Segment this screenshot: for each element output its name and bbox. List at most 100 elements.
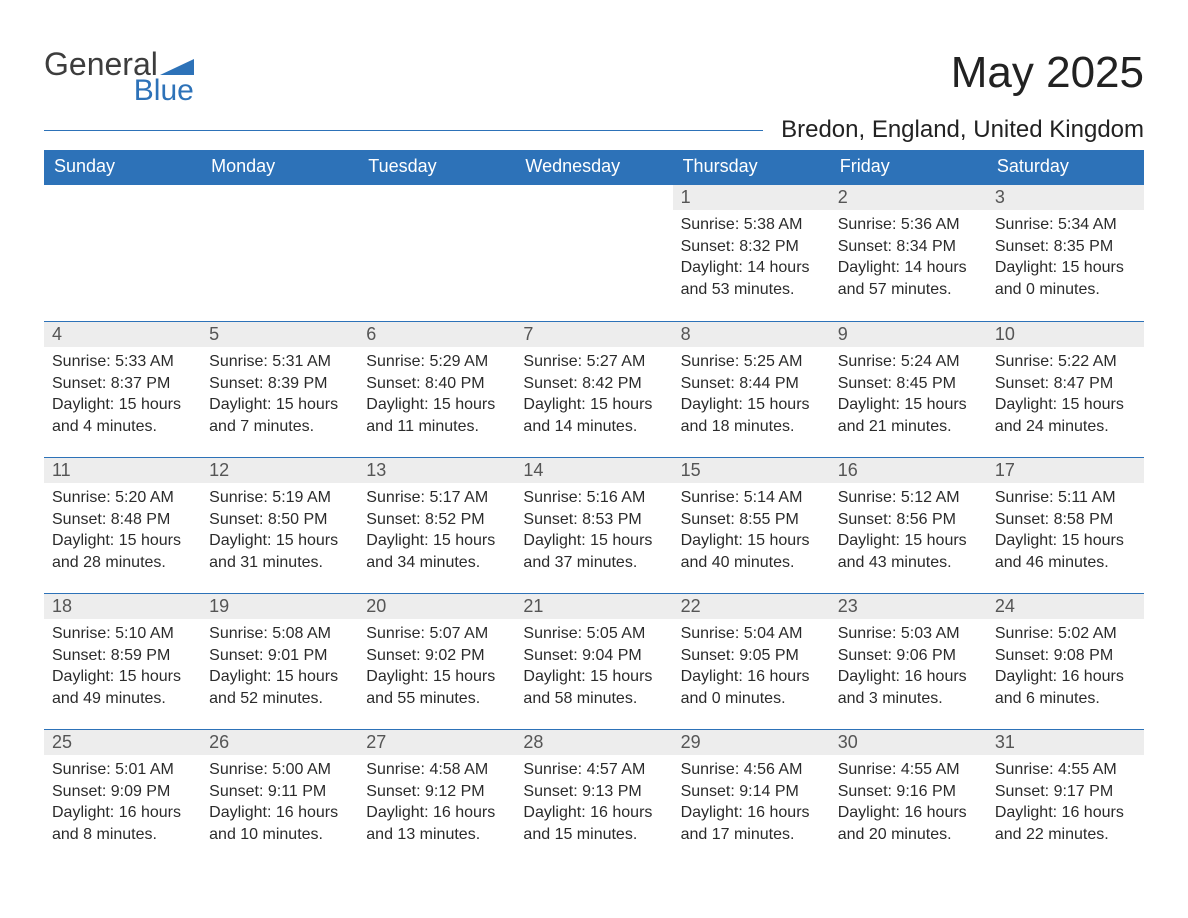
calendar-week: 25Sunrise: 5:01 AMSunset: 9:09 PMDayligh…	[44, 729, 1144, 865]
daylight-label: Daylight:	[209, 668, 271, 685]
day-info: Sunrise: 5:14 AMSunset: 8:55 PMDaylight:…	[681, 487, 822, 573]
sunset-label: Sunset:	[52, 375, 106, 392]
calendar-day: 6Sunrise: 5:29 AMSunset: 8:40 PMDaylight…	[358, 322, 515, 457]
sunset-value: 9:05 PM	[739, 647, 799, 664]
sunset-value: 8:59 PM	[111, 647, 171, 664]
sunrise-label: Sunrise:	[838, 216, 897, 233]
day-number: 19	[209, 596, 229, 616]
day-number: 9	[838, 324, 848, 344]
sunrise-value: 4:58 AM	[429, 761, 488, 778]
day-number: 15	[681, 460, 701, 480]
day-number: 16	[838, 460, 858, 480]
sunset-label: Sunset:	[52, 647, 106, 664]
calendar-day: 17Sunrise: 5:11 AMSunset: 8:58 PMDayligh…	[987, 458, 1144, 593]
sunrise-label: Sunrise:	[838, 625, 897, 642]
daylight-label: Daylight:	[995, 532, 1057, 549]
sunset-label: Sunset:	[681, 375, 735, 392]
calendar-day-empty	[515, 185, 672, 321]
day-number: 21	[523, 596, 543, 616]
sunrise-value: 5:00 AM	[272, 761, 331, 778]
calendar: SundayMondayTuesdayWednesdayThursdayFrid…	[44, 150, 1144, 865]
dow-friday: Friday	[830, 150, 987, 185]
sunset-value: 9:12 PM	[425, 783, 485, 800]
logo: General Blue	[44, 48, 194, 106]
daylight-label: Daylight:	[681, 532, 743, 549]
sunset-label: Sunset:	[995, 238, 1049, 255]
daylight-label: Daylight:	[209, 532, 271, 549]
page-title: May 2025	[951, 48, 1144, 98]
sunset-value: 8:45 PM	[896, 375, 956, 392]
day-info: Sunrise: 4:55 AMSunset: 9:16 PMDaylight:…	[838, 759, 979, 845]
sunrise-value: 5:03 AM	[901, 625, 960, 642]
sunrise-label: Sunrise:	[995, 761, 1054, 778]
daylight-label: Daylight:	[52, 532, 114, 549]
sunrise-label: Sunrise:	[681, 216, 740, 233]
day-info: Sunrise: 5:19 AMSunset: 8:50 PMDaylight:…	[209, 487, 350, 573]
day-info: Sunrise: 5:04 AMSunset: 9:05 PMDaylight:…	[681, 623, 822, 709]
sunrise-label: Sunrise:	[995, 489, 1054, 506]
day-info: Sunrise: 5:03 AMSunset: 9:06 PMDaylight:…	[838, 623, 979, 709]
sunrise-label: Sunrise:	[209, 625, 268, 642]
day-info: Sunrise: 5:20 AMSunset: 8:48 PMDaylight:…	[52, 487, 193, 573]
sunrise-label: Sunrise:	[995, 216, 1054, 233]
sunset-label: Sunset:	[52, 783, 106, 800]
sunrise-label: Sunrise:	[838, 489, 897, 506]
daylight-label: Daylight:	[52, 396, 114, 413]
sunset-value: 8:52 PM	[425, 511, 485, 528]
day-number: 14	[523, 460, 543, 480]
day-info: Sunrise: 5:16 AMSunset: 8:53 PMDaylight:…	[523, 487, 664, 573]
daylight-label: Daylight:	[523, 396, 585, 413]
sunrise-value: 5:24 AM	[901, 353, 960, 370]
sunrise-label: Sunrise:	[366, 761, 425, 778]
calendar-day: 15 Sunrise: 5:14 AMSunset: 8:55 PMDayligh…	[673, 458, 830, 593]
calendar-day: 1Sunrise: 5:38 AMSunset: 8:32 PMDaylight…	[673, 185, 830, 321]
daylight-label: Daylight:	[366, 396, 428, 413]
sunset-label: Sunset:	[838, 238, 892, 255]
day-info: Sunrise: 5:36 AMSunset: 8:34 PMDaylight:…	[838, 214, 979, 300]
daylight-label: Daylight:	[995, 396, 1057, 413]
sunrise-label: Sunrise:	[209, 489, 268, 506]
sunrise-value: 5:29 AM	[429, 353, 488, 370]
day-number: 6	[366, 324, 376, 344]
sunrise-label: Sunrise:	[523, 353, 582, 370]
sunrise-value: 5:33 AM	[115, 353, 174, 370]
sunset-label: Sunset:	[838, 511, 892, 528]
day-info: Sunrise: 5:08 AMSunset: 9:01 PMDaylight:…	[209, 623, 350, 709]
sunrise-value: 5:31 AM	[272, 353, 331, 370]
calendar-day: 27Sunrise: 4:58 AMSunset: 9:12 PMDayligh…	[358, 730, 515, 865]
day-number: 23	[838, 596, 858, 616]
sunset-label: Sunset:	[681, 511, 735, 528]
sunset-label: Sunset:	[523, 647, 577, 664]
sunset-value: 9:14 PM	[739, 783, 799, 800]
sunset-value: 9:06 PM	[896, 647, 956, 664]
sunset-value: 9:16 PM	[896, 783, 956, 800]
calendar-day: 19 Sunrise: 5:08 AMSunset: 9:01 PMDayligh…	[201, 594, 358, 729]
sunrise-label: Sunrise:	[681, 489, 740, 506]
day-number: 3	[995, 187, 1005, 207]
dow-sunday: Sunday	[44, 150, 201, 185]
day-number: 8	[681, 324, 691, 344]
sunrise-value: 5:04 AM	[744, 625, 803, 642]
sunrise-value: 5:25 AM	[744, 353, 803, 370]
sunset-value: 8:35 PM	[1054, 238, 1114, 255]
calendar-day: 24Sunrise: 5:02 AMSunset: 9:08 PMDayligh…	[987, 594, 1144, 729]
calendar-day: 21Sunrise: 5:05 AMSunset: 9:04 PMDayligh…	[515, 594, 672, 729]
sunrise-value: 5:17 AM	[429, 489, 488, 506]
sunrise-value: 5:01 AM	[115, 761, 174, 778]
sunrise-label: Sunrise:	[366, 489, 425, 506]
calendar-day: 16Sunrise: 5:12 AMSunset: 8:56 PMDayligh…	[830, 458, 987, 593]
daylight-label: Daylight:	[838, 532, 900, 549]
daylight-label: Daylight:	[366, 668, 428, 685]
calendar-day: 7Sunrise: 5:27 AMSunset: 8:42 PMDaylight…	[515, 322, 672, 457]
day-info: Sunrise: 5:02 AMSunset: 9:08 PMDaylight:…	[995, 623, 1136, 709]
day-info: Sunrise: 4:57 AMSunset: 9:13 PMDaylight:…	[523, 759, 664, 845]
sunrise-label: Sunrise:	[681, 625, 740, 642]
sunrise-label: Sunrise:	[681, 761, 740, 778]
sunrise-label: Sunrise:	[995, 353, 1054, 370]
sunrise-label: Sunrise:	[681, 353, 740, 370]
daylight-label: Daylight:	[838, 668, 900, 685]
day-info: Sunrise: 5:12 AMSunset: 8:56 PMDaylight:…	[838, 487, 979, 573]
sunset-value: 8:56 PM	[896, 511, 956, 528]
sunrise-value: 5:27 AM	[587, 353, 646, 370]
sunrise-value: 5:07 AM	[429, 625, 488, 642]
